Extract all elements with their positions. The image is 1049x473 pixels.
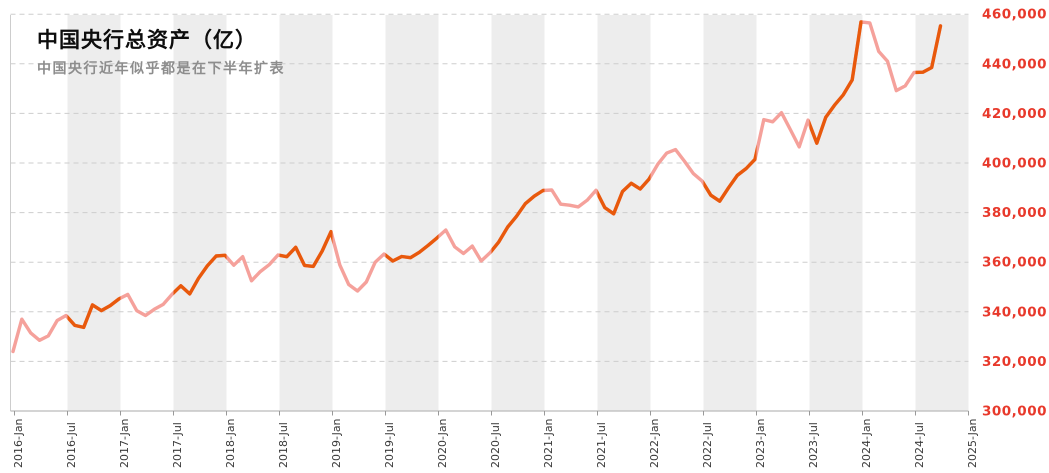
x-axis-label: 2020-Jul: [489, 422, 502, 468]
x-axis-label: 2022-Jan: [648, 418, 661, 468]
chart-title: 中国央行总资产（亿）: [37, 27, 257, 52]
x-tick-marks: [14, 411, 969, 416]
x-axis-label: 2018-Jul: [277, 422, 290, 468]
assets-line-h1: [11, 20, 943, 354]
h2-band: [809, 15, 863, 411]
y-axis-label: 400,000: [982, 156, 1047, 172]
x-axis-label: 2020-Jan: [436, 418, 449, 468]
y-axis-label: 460,000: [982, 7, 1047, 23]
x-axis-label: 2018-Jan: [224, 418, 237, 468]
x-axis-label: 2024-Jan: [860, 418, 873, 468]
h2-band: [385, 15, 439, 411]
y-axis-label: 300,000: [982, 404, 1047, 420]
x-axis-label: 2024-Jul: [913, 422, 926, 468]
y-axis-label: 320,000: [982, 354, 1047, 370]
chart-subtitle: 中国央行近年似乎都是在下半年扩表: [37, 61, 285, 77]
x-axis-label: 2023-Jul: [807, 422, 820, 468]
y-axis-label: 440,000: [982, 56, 1047, 72]
x-axis-labels: 2016-Jan 2016-Jul 2017-Jan 2017-Jul 2018-Jan…: [12, 418, 979, 468]
x-axis-label: 2016-Jan: [12, 418, 25, 468]
x-axis-label: 2025-Jan: [966, 418, 979, 468]
y-axis-label: 380,000: [982, 205, 1047, 221]
x-axis-label: 2021-Jul: [595, 422, 608, 468]
h2-band: [703, 15, 757, 411]
x-axis-label: 2019-Jul: [383, 422, 396, 468]
x-axis-label: 2016-Jul: [65, 422, 78, 468]
y-axis-labels: 300,000 320,000 340,000 360,000 380,000 400,0…: [982, 7, 1047, 420]
x-axis-label: 2017-Jan: [118, 418, 131, 468]
x-axis-label: 2022-Jul: [701, 422, 714, 468]
x-axis-label: 2017-Jul: [171, 422, 184, 468]
h2-band: [279, 15, 333, 411]
x-axis-label: 2021-Jan: [542, 418, 555, 468]
x-axis-label: 2023-Jan: [754, 418, 767, 468]
x-axis-label: 2019-Jan: [330, 418, 343, 468]
y-axis-label: 340,000: [982, 304, 1047, 320]
y-axis-label: 360,000: [982, 255, 1047, 271]
y-axis-label: 420,000: [982, 106, 1047, 122]
gridlines: [10, 13, 969, 362]
